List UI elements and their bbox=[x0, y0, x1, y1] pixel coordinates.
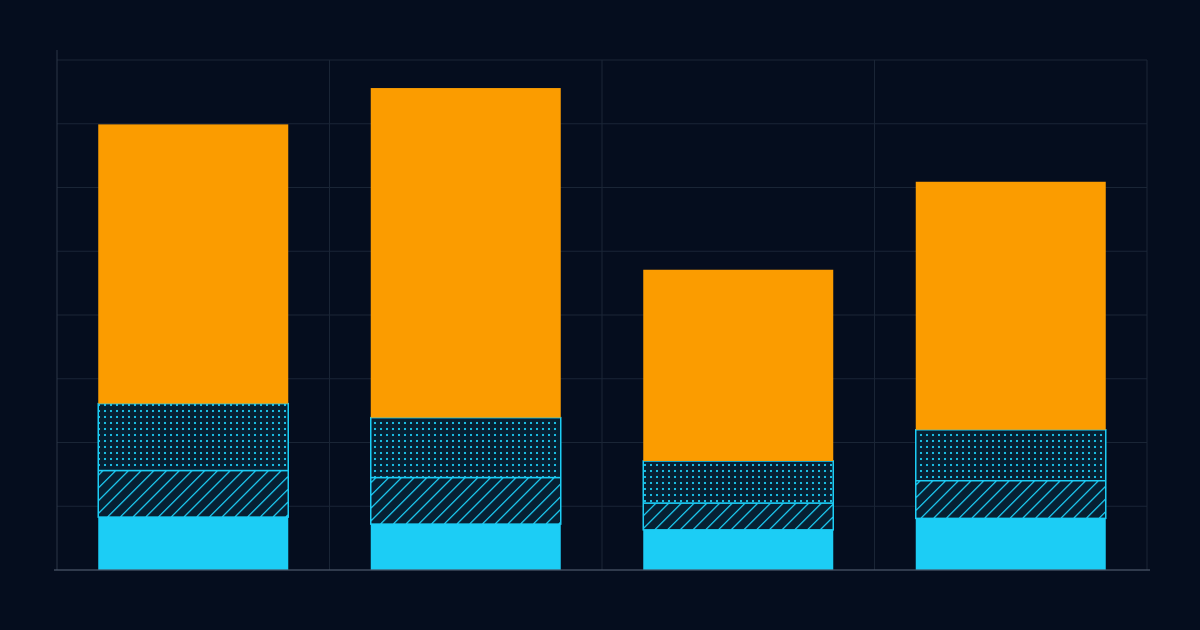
bar-segment bbox=[370, 524, 561, 570]
bar-segment bbox=[915, 518, 1106, 570]
bar-segment bbox=[370, 416, 562, 479]
bar-segment bbox=[643, 529, 834, 570]
bar-segment bbox=[642, 460, 834, 504]
bar-segment bbox=[370, 476, 562, 525]
bar-segment bbox=[97, 402, 289, 472]
bar-segment bbox=[98, 517, 289, 570]
bar-segment bbox=[915, 429, 1107, 482]
bar-segment bbox=[98, 124, 289, 404]
bar-segment bbox=[643, 269, 834, 461]
bar-segment bbox=[370, 88, 561, 418]
bar-segment bbox=[915, 181, 1106, 430]
bar-segment bbox=[97, 469, 289, 518]
bar-segment bbox=[915, 480, 1107, 520]
bar-segment bbox=[642, 502, 834, 531]
